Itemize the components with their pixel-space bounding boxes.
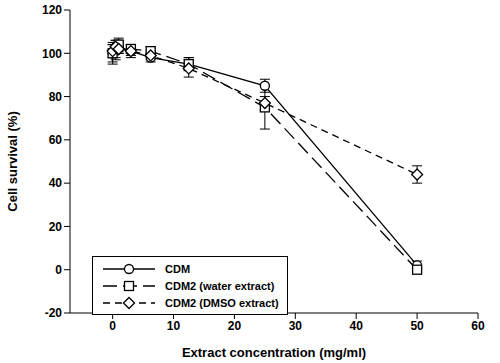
svg-text:Cell survival (%): Cell survival (%) [5,111,20,211]
svg-text:60: 60 [49,133,63,147]
svg-text:60: 60 [471,319,485,333]
html-text:CDM2 (DMSO extract): CDM2 (DMSO extract) [165,296,279,309]
svg-text:40: 40 [350,319,364,333]
svg-text:40: 40 [49,176,63,190]
svg-text:0: 0 [55,263,62,277]
svg-text:100: 100 [42,47,62,61]
svg-text:80: 80 [49,90,63,104]
svg-text:120: 120 [42,3,62,17]
svg-text:20: 20 [228,319,242,333]
svg-text:50: 50 [410,319,424,333]
svg-text:0: 0 [109,319,116,333]
svg-text:-20: -20 [45,306,63,320]
svg-text:10: 10 [167,319,181,333]
html-text:CDM: CDM [165,262,191,275]
svg-text:30: 30 [289,319,303,333]
html-text:CDM2 (water extract): CDM2 (water extract) [165,279,275,292]
svg-text:20: 20 [49,220,63,234]
svg-text:Extract concentration (mg/ml): Extract concentration (mg/ml) [182,345,366,360]
